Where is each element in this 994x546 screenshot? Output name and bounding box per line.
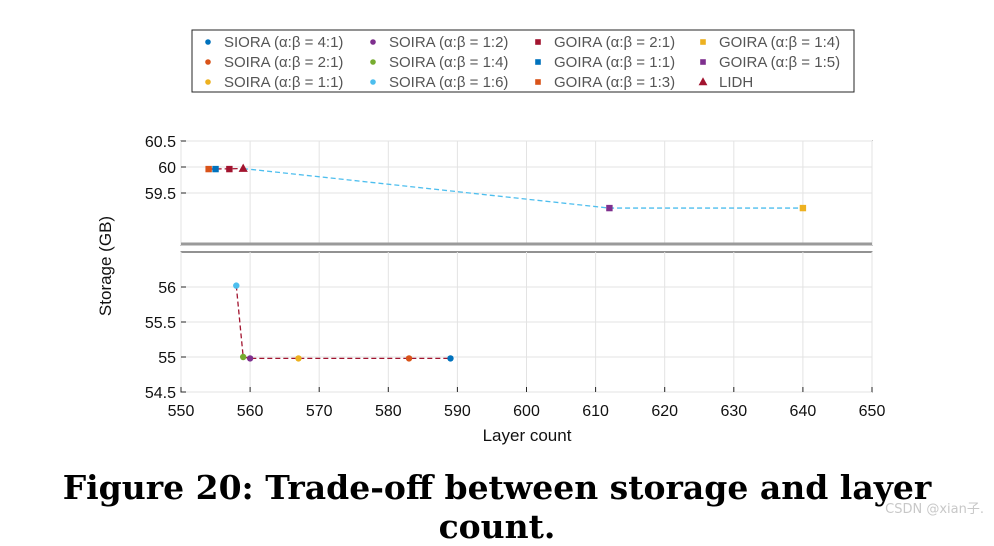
x-tick-label: 650: [859, 403, 886, 420]
x-axis-label: Layer count: [483, 426, 572, 445]
data-point: [239, 353, 247, 361]
x-tick-label: 570: [306, 403, 333, 420]
legend-entry-label: GOIRA (α:β = 2:1): [554, 34, 675, 51]
x-tick-label: 560: [237, 403, 264, 420]
x-tick-label: 630: [720, 403, 747, 420]
legend-entry-label: SOIRA (α:β = 2:1): [224, 54, 343, 71]
x-tick-label: 580: [375, 403, 402, 420]
data-point: [212, 165, 219, 173]
legend-box: [191, 29, 855, 93]
data-point: [238, 163, 248, 172]
legend-marker: [205, 79, 211, 85]
legend-marker: [370, 39, 376, 45]
storage-vs-layer-count-chart: SIORA (α:β = 4:1) SOIRA (α:β = 2:1) SOIRA …: [96, 29, 886, 445]
legend-entry-label: SOIRA (α:β = 1:6): [389, 74, 508, 91]
legend-marker: [205, 39, 211, 45]
legend-marker: [535, 79, 541, 85]
series-connector-line: [208, 167, 244, 170]
legend: SIORA (α:β = 4:1) SOIRA (α:β = 2:1) SOIRA …: [191, 29, 855, 93]
data-point: [295, 355, 302, 362]
x-tick-label: 590: [444, 403, 471, 420]
bottom-y-tick-label: 55: [158, 350, 176, 367]
legend-entry-label: GOIRA (α:β = 1:4): [719, 34, 840, 51]
legend-entry-label: LIDH: [719, 74, 753, 91]
x-tick-label: 600: [513, 403, 540, 420]
legend-entry-label: GOIRA (α:β = 1:5): [719, 54, 840, 71]
legend-marker: [370, 59, 376, 65]
x-tick-label: 610: [582, 403, 609, 420]
legend-entry-label: GOIRA (α:β = 1:3): [554, 74, 675, 91]
data-point: [799, 204, 807, 212]
legend-entry-label: SIORA (α:β = 4:1): [224, 34, 343, 51]
legend-marker: [535, 39, 541, 45]
data-point: [246, 355, 254, 362]
legend-marker: [535, 59, 541, 65]
bottom-y-tick-label: 54.5: [145, 385, 176, 402]
legend-marker: [698, 77, 708, 86]
data-point: [205, 165, 212, 173]
legend-marker: [700, 59, 706, 65]
data-point: [233, 282, 240, 289]
data-point: [226, 165, 233, 173]
legend-entry-label: SOIRA (α:β = 1:2): [389, 34, 508, 51]
watermark: CSDN @xian子.: [885, 502, 984, 517]
y-axis-label: Storage (GB): [96, 216, 115, 316]
data-point: [606, 204, 613, 212]
series-connector-line: [235, 285, 451, 360]
bottom-panel: 54.5 55 55.5 56 550 560 570 580 590 600 610 620 630 6…: [145, 251, 886, 420]
data-point: [447, 355, 454, 362]
figure-caption: Figure 20: Trade-off between storage and…: [62, 468, 932, 546]
legend-entry-label: GOIRA (α:β = 1:1): [554, 54, 675, 71]
top-y-tick-label: 60: [158, 160, 176, 177]
bottom-y-tick-label: 55.5: [145, 315, 176, 332]
legend-marker: [700, 39, 706, 45]
top-y-tick-label: 60.5: [145, 134, 176, 151]
bottom-y-tick-label: 56: [158, 280, 176, 297]
legend-marker: [205, 59, 211, 65]
x-tick-label: 620: [651, 403, 678, 420]
data-point: [405, 355, 413, 362]
legend-marker: [370, 79, 376, 85]
legend-entry-label: SOIRA (α:β = 1:4): [389, 54, 508, 71]
top-y-tick-label: 59.5: [145, 186, 176, 203]
x-tick-label: 640: [790, 403, 817, 420]
legend-entry-label: SOIRA (α:β = 1:1): [224, 74, 343, 91]
x-tick-label: 550: [168, 403, 195, 420]
top-panel: 59.5 60 60.5: [145, 134, 873, 246]
